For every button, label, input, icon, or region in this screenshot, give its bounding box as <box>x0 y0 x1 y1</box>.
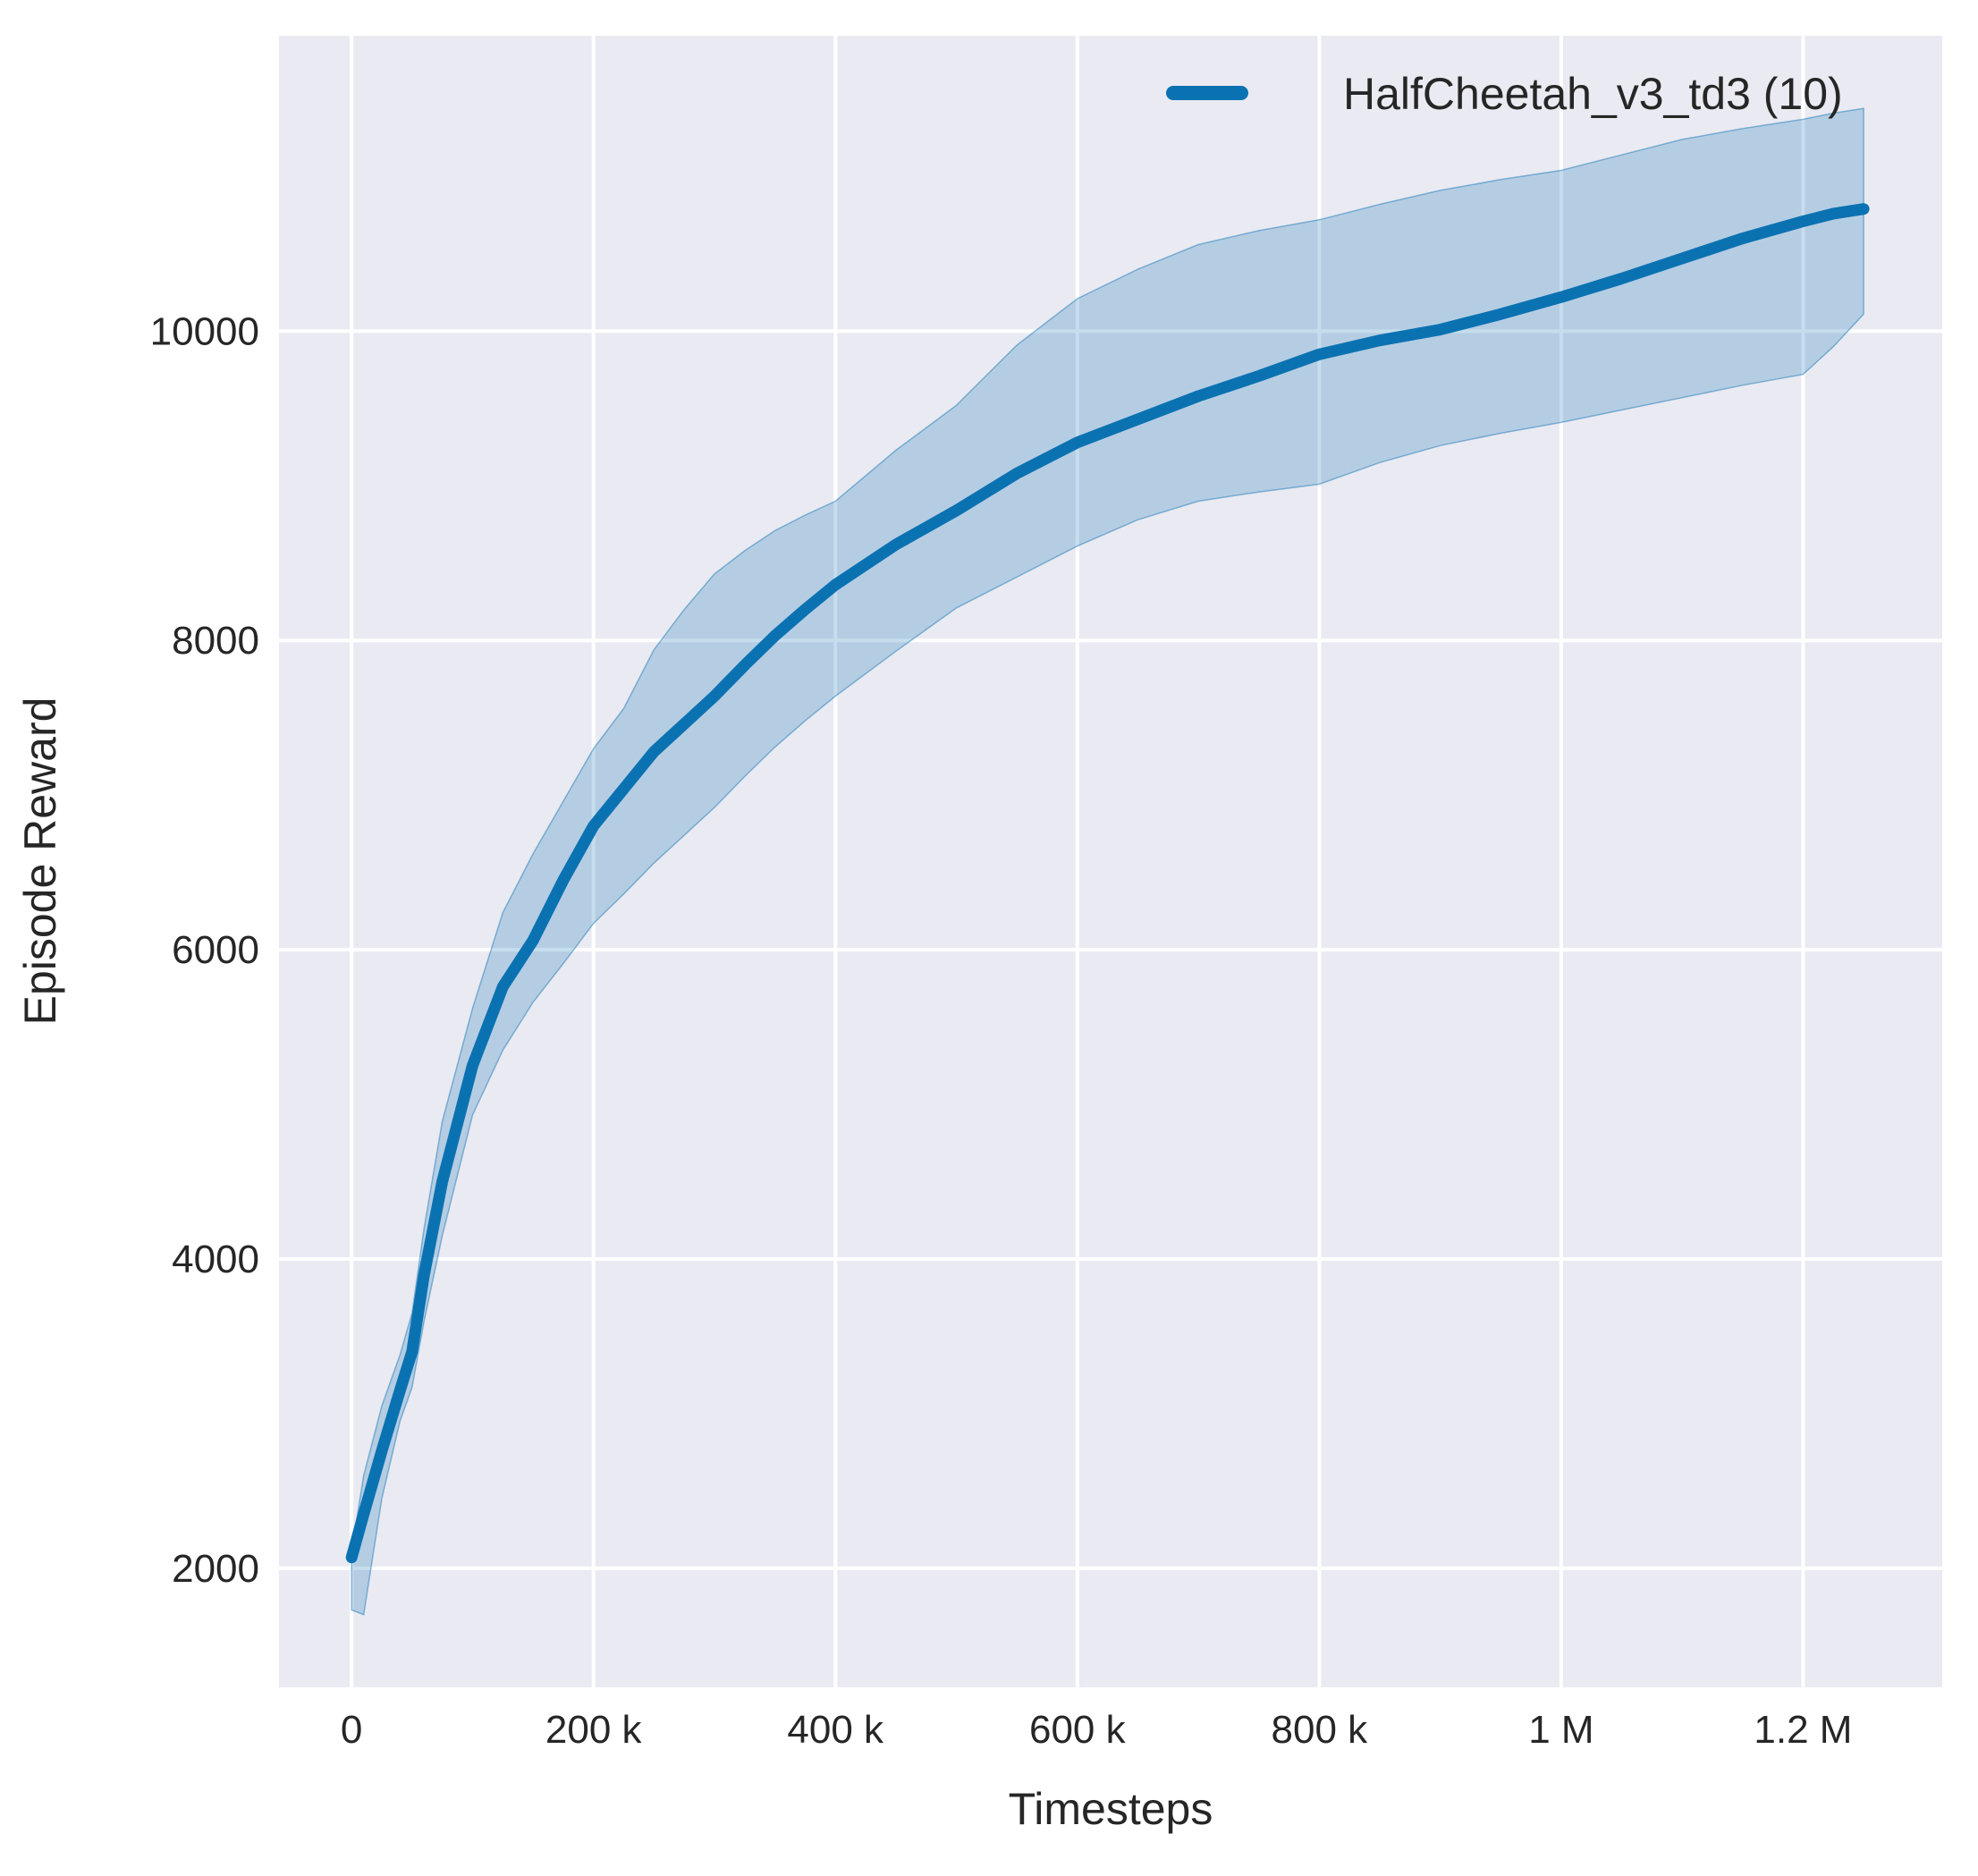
mean-line <box>345 203 1870 1564</box>
confidence-band <box>351 107 1864 1616</box>
x-tick-label: 400 k <box>787 1708 884 1752</box>
x-tick-label: 1.2 M <box>1754 1708 1852 1752</box>
x-tick-label: 0 <box>341 1708 362 1752</box>
x-axis-label: Timesteps <box>1009 1784 1213 1834</box>
gridlines <box>279 36 1942 1687</box>
y-tick-label: 2000 <box>172 1547 259 1591</box>
x-tick-label: 600 k <box>1029 1708 1127 1752</box>
mean-line-path <box>345 203 1870 1564</box>
y-tick-label: 8000 <box>172 619 259 663</box>
legend-label: HalfCheetah_v3_td3 (10) <box>1343 69 1843 119</box>
legend: HalfCheetah_v3_td3 (10) <box>1166 69 1843 119</box>
x-tick-label: 800 k <box>1272 1708 1369 1752</box>
x-tick-label: 1 M <box>1528 1708 1593 1752</box>
x-tick-labels: 0 200 k 400 k 600 k 800 k 1 M 1.2 M <box>341 1708 1853 1752</box>
y-axis-label: Episode Reward <box>15 697 65 1026</box>
y-tick-labels: 2000 4000 6000 8000 10000 <box>150 309 259 1591</box>
y-tick-label: 10000 <box>150 309 259 353</box>
x-tick-label: 200 k <box>545 1708 643 1752</box>
confidence-band-area <box>351 107 1864 1616</box>
y-tick-label: 4000 <box>172 1238 259 1281</box>
plot-area <box>279 36 1942 1687</box>
y-tick-label: 6000 <box>172 928 259 972</box>
